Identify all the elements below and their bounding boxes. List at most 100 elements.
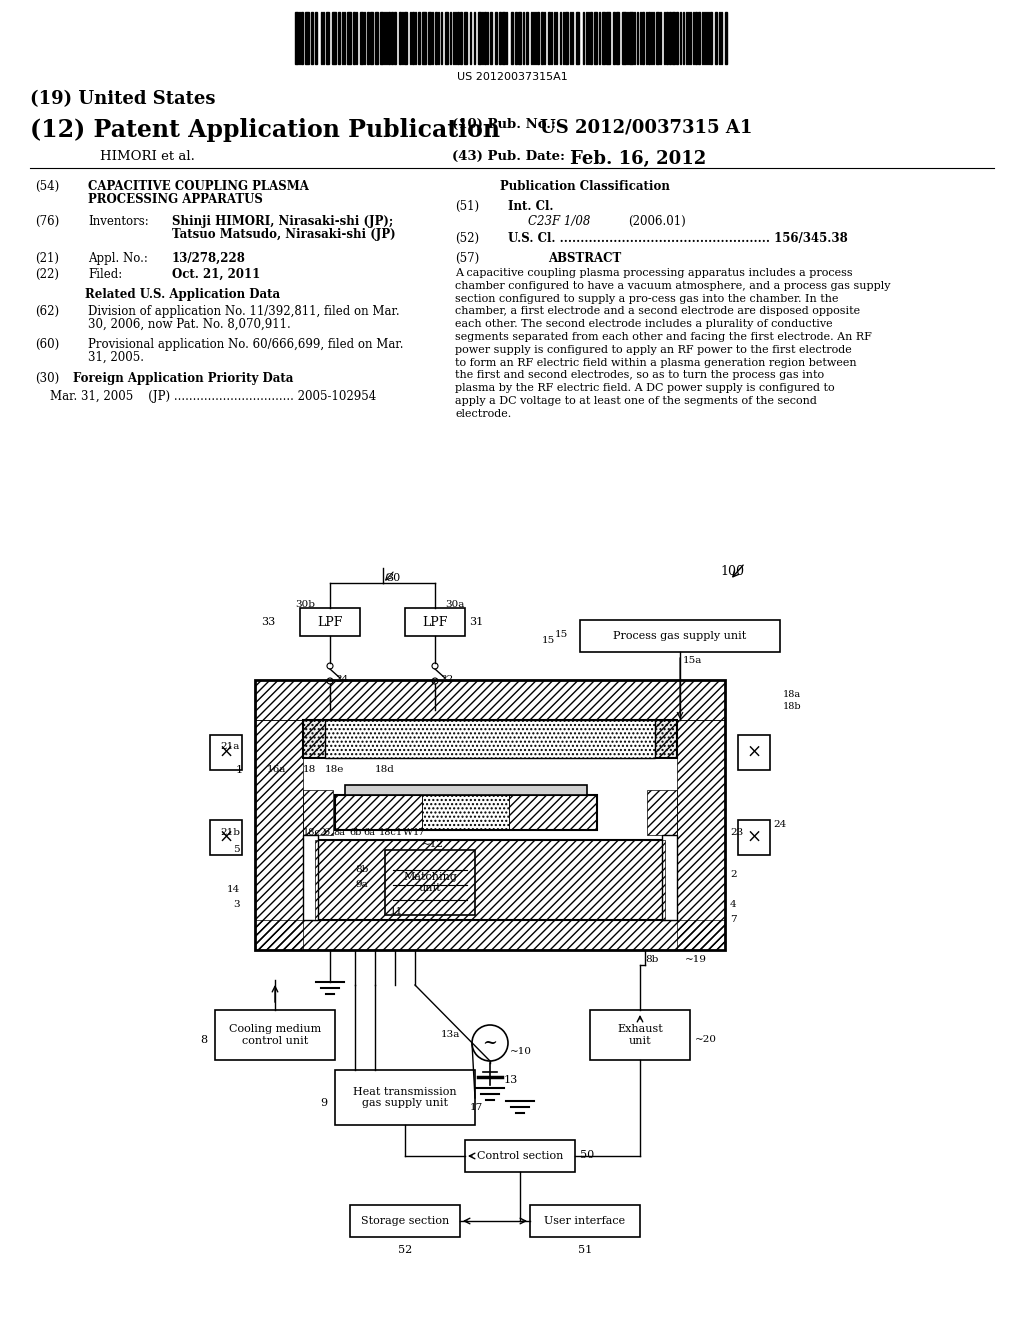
Bar bbox=[669, 12, 671, 63]
Text: 9a: 9a bbox=[355, 880, 368, 888]
Bar bbox=[335, 1071, 475, 1125]
Bar bbox=[255, 920, 725, 950]
Text: 2: 2 bbox=[730, 870, 736, 879]
Bar bbox=[710, 12, 712, 63]
Text: (22): (22) bbox=[35, 268, 59, 281]
Text: (60): (60) bbox=[35, 338, 59, 351]
Text: 9: 9 bbox=[319, 1098, 327, 1107]
Bar bbox=[255, 719, 303, 950]
Text: 30a: 30a bbox=[445, 601, 464, 609]
Text: (54): (54) bbox=[35, 180, 59, 193]
Text: 50: 50 bbox=[580, 1150, 594, 1160]
Bar bbox=[515, 12, 517, 63]
Bar bbox=[422, 795, 509, 830]
Text: Shinji HIMORI, Nirasaki-shi (JP);: Shinji HIMORI, Nirasaki-shi (JP); bbox=[172, 215, 393, 228]
Bar bbox=[399, 12, 401, 63]
Bar bbox=[412, 12, 414, 63]
Bar bbox=[338, 12, 340, 63]
Bar bbox=[347, 12, 351, 63]
Text: 15: 15 bbox=[542, 636, 555, 645]
Text: 16a: 16a bbox=[267, 766, 287, 774]
Bar bbox=[594, 12, 597, 63]
Text: PROCESSING APPARATUS: PROCESSING APPARATUS bbox=[88, 193, 263, 206]
Bar bbox=[325, 719, 655, 758]
Text: (21): (21) bbox=[35, 252, 59, 265]
Text: Control section: Control section bbox=[477, 1151, 563, 1162]
Text: 14: 14 bbox=[226, 884, 240, 894]
Text: each other. The second electrode includes a plurality of conductive: each other. The second electrode include… bbox=[455, 319, 833, 329]
Text: (12) Patent Application Publication: (12) Patent Application Publication bbox=[30, 117, 500, 143]
Bar bbox=[332, 12, 336, 63]
Text: ABSTRACT: ABSTRACT bbox=[549, 252, 622, 265]
Bar bbox=[391, 12, 393, 63]
Text: section configured to supply a pro-cess gas into the chamber. In the: section configured to supply a pro-cess … bbox=[455, 293, 839, 304]
Text: ~12: ~12 bbox=[422, 840, 444, 849]
Bar bbox=[301, 12, 303, 63]
Bar bbox=[353, 12, 355, 63]
Text: LPF: LPF bbox=[317, 615, 343, 628]
Text: 5: 5 bbox=[233, 845, 240, 854]
Bar bbox=[326, 12, 329, 63]
Bar bbox=[465, 1140, 575, 1172]
Text: US 2012/0037315 A1: US 2012/0037315 A1 bbox=[540, 117, 753, 136]
Text: 11: 11 bbox=[390, 907, 403, 916]
Bar bbox=[394, 12, 396, 63]
Text: 15a: 15a bbox=[683, 656, 702, 665]
Text: 24: 24 bbox=[773, 820, 786, 829]
Bar bbox=[695, 12, 697, 63]
Bar bbox=[350, 1205, 460, 1237]
Text: (30): (30) bbox=[35, 372, 59, 385]
Bar bbox=[662, 836, 677, 920]
Bar bbox=[388, 12, 390, 63]
Bar bbox=[367, 12, 369, 63]
Bar bbox=[642, 12, 644, 63]
Text: 100: 100 bbox=[720, 565, 744, 578]
Text: HIMORI et al.: HIMORI et al. bbox=[100, 150, 195, 162]
Text: 17: 17 bbox=[413, 828, 426, 837]
Bar bbox=[303, 719, 325, 758]
Bar bbox=[647, 789, 677, 836]
Bar bbox=[738, 735, 770, 770]
Bar bbox=[509, 795, 596, 830]
Text: 18b: 18b bbox=[783, 702, 802, 711]
Bar bbox=[616, 12, 618, 63]
Bar bbox=[518, 12, 521, 63]
Text: C23F 1/08: C23F 1/08 bbox=[528, 215, 591, 228]
Text: 7: 7 bbox=[730, 915, 736, 924]
Text: Filed:: Filed: bbox=[88, 268, 122, 281]
Text: 4: 4 bbox=[730, 900, 736, 909]
Bar bbox=[738, 820, 770, 855]
Text: 13a: 13a bbox=[440, 1030, 460, 1039]
Bar bbox=[255, 680, 725, 950]
Text: Appl. No.:: Appl. No.: bbox=[88, 252, 147, 265]
Bar bbox=[677, 719, 725, 950]
Text: 32: 32 bbox=[440, 675, 454, 684]
Text: 3: 3 bbox=[233, 900, 240, 909]
Text: Feb. 16, 2012: Feb. 16, 2012 bbox=[570, 150, 707, 168]
Text: Mar. 31, 2005    (JP) ................................ 2005-102954: Mar. 31, 2005 (JP) .....................… bbox=[50, 389, 376, 403]
Bar bbox=[565, 12, 568, 63]
Text: to form an RF electric field within a plasma generation region between: to form an RF electric field within a pl… bbox=[455, 358, 857, 367]
Bar bbox=[541, 12, 543, 63]
Bar bbox=[575, 12, 579, 63]
Bar bbox=[484, 12, 486, 63]
Text: CAPACITIVE COUPLING PLASMA: CAPACITIVE COUPLING PLASMA bbox=[88, 180, 309, 193]
Text: chamber, a first electrode and a second electrode are disposed opposite: chamber, a first electrode and a second … bbox=[455, 306, 860, 317]
Bar bbox=[315, 840, 665, 920]
Text: Provisional application No. 60/666,699, filed on Mar.: Provisional application No. 60/666,699, … bbox=[88, 338, 403, 351]
Bar bbox=[404, 12, 407, 63]
Bar bbox=[502, 12, 505, 63]
Bar bbox=[210, 820, 242, 855]
Bar bbox=[445, 12, 449, 63]
Text: power supply is configured to apply an RF power to the first electrode: power supply is configured to apply an R… bbox=[455, 345, 852, 355]
Text: the first and second electrodes, so as to turn the process gas into: the first and second electrodes, so as t… bbox=[455, 371, 824, 380]
Text: 33: 33 bbox=[261, 616, 275, 627]
Text: Process gas supply unit: Process gas supply unit bbox=[613, 631, 746, 642]
Text: 31, 2005.: 31, 2005. bbox=[88, 351, 144, 364]
Text: 13/278,228: 13/278,228 bbox=[172, 252, 246, 265]
Text: Tatsuo Matsudo, Nirasaki-shi (JP): Tatsuo Matsudo, Nirasaki-shi (JP) bbox=[172, 228, 395, 242]
Text: (62): (62) bbox=[35, 305, 59, 318]
Text: 6b: 6b bbox=[349, 828, 361, 837]
Text: (52): (52) bbox=[455, 232, 479, 246]
Text: (2006.01): (2006.01) bbox=[628, 215, 686, 228]
